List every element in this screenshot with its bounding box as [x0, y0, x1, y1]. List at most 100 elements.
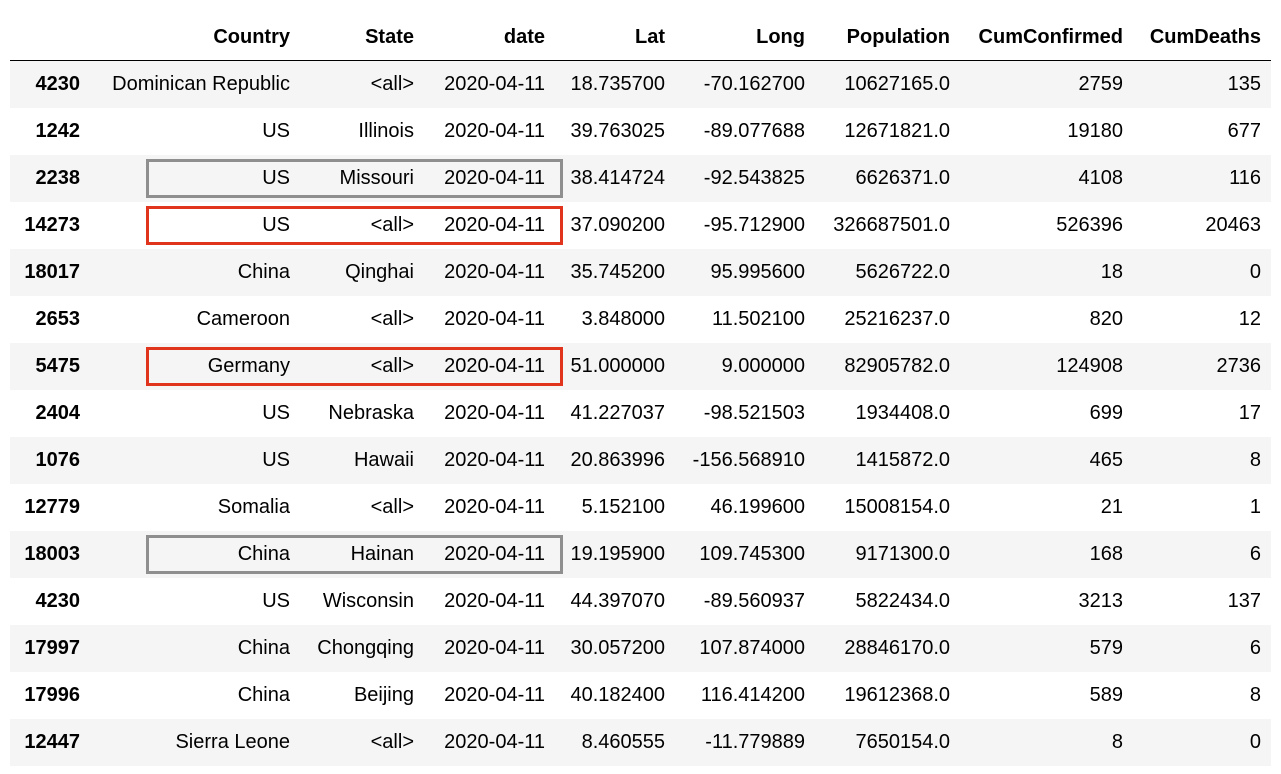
cell-lat: 5.152100 — [581, 495, 665, 518]
cell-index: 17997 — [24, 636, 80, 659]
cell-country: US — [262, 589, 290, 612]
cell-cum-confirmed: 579 — [1089, 636, 1123, 659]
cell-cum-confirmed: 699 — [1089, 401, 1123, 424]
cell-date: 2020-04-11 — [444, 260, 545, 283]
cell-country: Sierra Leone — [175, 730, 290, 753]
cell-lat: 18.735700 — [570, 72, 665, 95]
dataframe-table: Country State date Lat Long Population C… — [10, 14, 1271, 766]
cell-long: -89.077688 — [703, 119, 805, 142]
cell-cum-confirmed: 2759 — [1078, 72, 1124, 95]
header-cum-deaths: CumDeaths — [1133, 14, 1271, 61]
cell-index: 12779 — [24, 495, 80, 518]
cell-cum-confirmed: 168 — [1089, 542, 1123, 565]
cell-lat: 39.763025 — [570, 119, 665, 142]
cell-cum-deaths: 8 — [1249, 683, 1261, 706]
table-row: 18003 China Hainan 2020-04-11 19.195900 109.7… — [10, 530, 1271, 578]
cell-index: 2238 — [35, 166, 81, 189]
cell-date: 2020-04-11 — [444, 213, 545, 236]
cell-country: US — [262, 119, 290, 142]
cell-date: 2020-04-11 — [444, 636, 545, 659]
cell-state: Wisconsin — [322, 589, 414, 612]
cell-index: 14273 — [24, 213, 80, 236]
cell-cum-confirmed: 124908 — [1056, 354, 1123, 377]
cell-state: <all> — [370, 307, 414, 330]
cell-date: 2020-04-11 — [444, 307, 545, 330]
cell-long: 11.502100 — [711, 307, 805, 330]
cell-cum-confirmed: 820 — [1089, 307, 1123, 330]
cell-cum-confirmed: 19180 — [1067, 119, 1123, 142]
table-row: 17996 China Beijing 2020-04-11 40.182400 116.… — [10, 671, 1271, 719]
cell-cum-deaths: 6 — [1249, 542, 1261, 565]
cell-long: -95.712900 — [703, 213, 805, 236]
cell-population: 12671821.0 — [844, 119, 950, 142]
cell-date: 2020-04-11 — [444, 401, 545, 424]
cell-lat: 3.848000 — [581, 307, 665, 330]
header-population: Population — [815, 14, 960, 61]
cell-population: 15008154.0 — [844, 495, 950, 518]
table-row: 2404 US Nebraska 2020-04-11 41.227037 -98.521… — [10, 389, 1271, 437]
cell-state: <all> — [370, 354, 414, 377]
cell-date: 2020-04-11 — [444, 683, 545, 706]
header-index — [10, 14, 90, 61]
header-long: Long — [675, 14, 815, 61]
cell-long: -89.560937 — [703, 589, 805, 612]
cell-state: Nebraska — [328, 401, 414, 424]
cell-population: 19612368.0 — [844, 683, 950, 706]
cell-long: -70.162700 — [703, 72, 805, 95]
cell-index: 12447 — [24, 730, 80, 753]
table-row: 12447 Sierra Leone <all> 2020-04-11 8.460555… — [10, 718, 1271, 766]
table-row: 1242 US Illinois 2020-04-11 39.763025 -89.077… — [10, 107, 1271, 155]
cell-population: 28846170.0 — [844, 636, 950, 659]
cell-long: -92.543825 — [703, 166, 805, 189]
cell-cum-confirmed: 465 — [1089, 448, 1123, 471]
cell-date: 2020-04-11 — [444, 730, 545, 753]
cell-long: 116.414200 — [700, 683, 805, 706]
table-row: 4230 Dominican Republic <all> 2020-04-11 18.… — [10, 60, 1271, 108]
cell-country: Germany — [207, 354, 290, 377]
cell-date: 2020-04-11 — [444, 542, 545, 565]
cell-long: -11.779889 — [705, 730, 805, 753]
header-date: date — [424, 14, 555, 61]
cell-country: US — [262, 401, 290, 424]
cell-population: 1934408.0 — [855, 401, 950, 424]
cell-cum-deaths: 0 — [1249, 260, 1261, 283]
cell-cum-deaths: 137 — [1227, 589, 1261, 612]
cell-index: 1242 — [35, 119, 81, 142]
cell-cum-deaths: 1 — [1249, 495, 1261, 518]
cell-lat: 41.227037 — [570, 401, 665, 424]
cell-cum-deaths: 12 — [1238, 307, 1261, 330]
cell-cum-confirmed: 8 — [1111, 730, 1123, 753]
cell-cum-confirmed: 526396 — [1056, 213, 1123, 236]
cell-lat: 37.090200 — [570, 213, 665, 236]
table-row: 14273 US <all> 2020-04-11 37.090200 -95.71290… — [10, 201, 1271, 249]
cell-date: 2020-04-11 — [444, 119, 545, 142]
cell-index: 2653 — [35, 307, 81, 330]
dataframe-container: Country State date Lat Long Population C… — [10, 14, 1271, 766]
cell-population: 326687501.0 — [833, 213, 950, 236]
cell-long: 109.745300 — [699, 542, 805, 565]
table-row: 4230 US Wisconsin 2020-04-11 44.397070 -89.56… — [10, 577, 1271, 625]
header-row: Country State date Lat Long Population C… — [10, 14, 1271, 61]
cell-long: -98.521503 — [703, 401, 805, 424]
cell-date: 2020-04-11 — [444, 448, 545, 471]
cell-index: 18017 — [24, 260, 80, 283]
cell-cum-deaths: 677 — [1227, 119, 1261, 142]
cell-state: <all> — [370, 495, 414, 518]
table-row: 2653 Cameroon <all> 2020-04-11 3.848000 11.50… — [10, 295, 1271, 343]
cell-index: 17996 — [24, 683, 80, 706]
cell-date: 2020-04-11 — [444, 72, 545, 95]
cell-population: 9171300.0 — [855, 542, 950, 565]
cell-state: Illinois — [358, 119, 414, 142]
cell-population: 25216237.0 — [844, 307, 950, 330]
cell-cum-deaths: 17 — [1238, 401, 1261, 424]
cell-population: 7650154.0 — [855, 730, 950, 753]
header-state: State — [300, 14, 424, 61]
cell-index: 5475 — [35, 354, 81, 377]
cell-long: 46.199600 — [710, 495, 805, 518]
cell-population: 6626371.0 — [855, 166, 950, 189]
cell-date: 2020-04-11 — [444, 354, 545, 377]
cell-cum-confirmed: 18 — [1100, 260, 1123, 283]
table-body: 4230 Dominican Republic <all> 2020-04-11 18.… — [10, 60, 1271, 766]
cell-cum-confirmed: 589 — [1089, 683, 1123, 706]
cell-long: 9.000000 — [721, 354, 805, 377]
